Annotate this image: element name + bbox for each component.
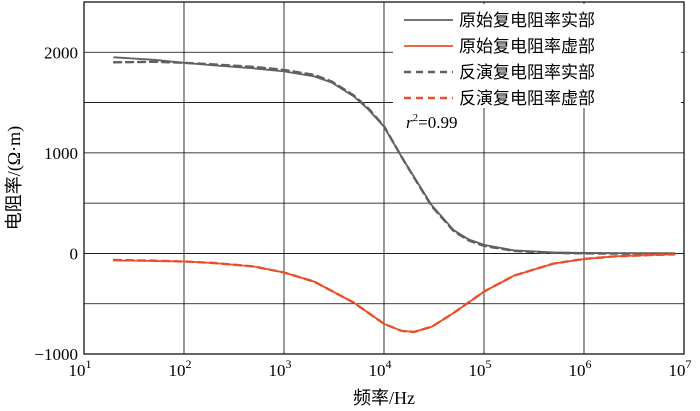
x-tick-exponent: 3 bbox=[286, 357, 292, 371]
series-line-1 bbox=[113, 253, 676, 333]
r2-symbol: r bbox=[406, 113, 413, 132]
series-line-3 bbox=[112, 253, 676, 334]
r2-value: =0.99 bbox=[418, 113, 457, 132]
series-line-2 bbox=[112, 60, 676, 255]
legend: 原始复电阻率实部 原始复电阻率虚部 反演复电阻率实部 反演复电阻率虚部 bbox=[393, 4, 681, 108]
r2-superscript: 2 bbox=[413, 112, 419, 124]
y-ticks: 2000 1000 0 −1000 bbox=[34, 43, 78, 364]
x-ticks: 101 102 103 104 105 106 107 bbox=[69, 357, 692, 380]
y-tick-label: 2000 bbox=[44, 43, 78, 62]
y-tick-label: 1000 bbox=[44, 144, 78, 163]
legend-box bbox=[393, 4, 681, 108]
x-tick-label: 106 bbox=[569, 357, 592, 380]
x-tick-base: 10 bbox=[369, 361, 386, 380]
x-tick-exponent: 5 bbox=[486, 357, 492, 371]
r2-annotation: r2=0.99 bbox=[406, 112, 457, 132]
x-tick-exponent: 1 bbox=[86, 357, 92, 371]
x-tick-base: 10 bbox=[569, 361, 586, 380]
x-tick-exponent: 7 bbox=[686, 357, 692, 371]
x-tick-base: 10 bbox=[469, 361, 486, 380]
x-tick-label: 105 bbox=[469, 357, 492, 380]
plot-frame bbox=[83, 1, 685, 355]
x-tick-label: 102 bbox=[169, 357, 192, 380]
legend-label-inv-imag: 反演复电阻率虚部 bbox=[459, 89, 595, 108]
legend-label-raw-imag: 原始复电阻率虚部 bbox=[459, 37, 595, 56]
x-tick-base: 10 bbox=[269, 361, 286, 380]
y-axis-label: 电阻率/(Ω·m) bbox=[4, 126, 25, 230]
grid bbox=[84, 2, 684, 354]
x-tick-base: 10 bbox=[169, 361, 186, 380]
y-tick-label: −1000 bbox=[34, 345, 78, 364]
legend-label-raw-real: 原始复电阻率实部 bbox=[459, 11, 595, 30]
x-tick-label: 101 bbox=[69, 357, 92, 380]
x-tick-exponent: 6 bbox=[586, 357, 592, 371]
series-layer bbox=[112, 56, 676, 334]
y-tick-label: 0 bbox=[70, 244, 79, 263]
x-tick-exponent: 2 bbox=[186, 357, 192, 371]
x-axis-label: 频率/Hz bbox=[353, 388, 415, 408]
x-tick-label: 107 bbox=[669, 357, 692, 380]
legend-label-inv-real: 反演复电阻率实部 bbox=[459, 63, 595, 82]
x-tick-base: 10 bbox=[669, 361, 686, 380]
x-tick-exponent: 4 bbox=[386, 357, 392, 371]
x-tick-label: 103 bbox=[269, 357, 292, 380]
x-tick-base: 10 bbox=[69, 361, 86, 380]
x-tick-label: 104 bbox=[369, 357, 392, 380]
